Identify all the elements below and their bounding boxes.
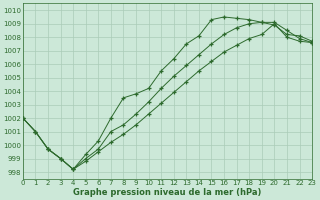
X-axis label: Graphe pression niveau de la mer (hPa): Graphe pression niveau de la mer (hPa) xyxy=(73,188,262,197)
